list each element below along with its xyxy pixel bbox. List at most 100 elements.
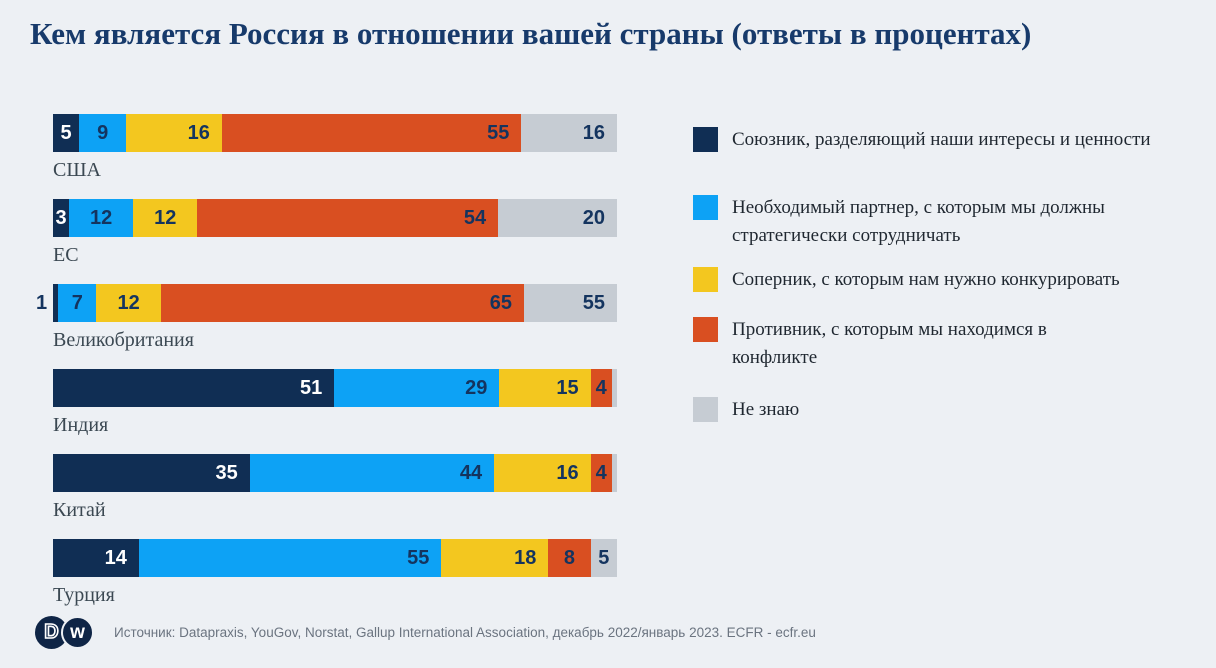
bar-segment-adversary: 54	[197, 199, 499, 237]
bar-segment-ally: 51	[53, 369, 335, 407]
legend-label: Противник, с которым мы находимся в конфл…	[732, 319, 1047, 368]
bar-value-label: 5	[60, 121, 72, 144]
bar-value-label: 3	[55, 206, 67, 229]
bar-segment-ally: 3	[53, 199, 70, 237]
bar-segment-rival: 12	[133, 199, 198, 237]
bar-value-label: 5	[598, 546, 610, 569]
bar-value-label: 55	[582, 291, 605, 314]
stacked-bar: 35 44 16 4	[53, 454, 617, 492]
bar-value-label-outside: 1	[36, 291, 48, 314]
bar-segment-partner: 9	[79, 114, 127, 152]
bar-value-label: 16	[187, 121, 210, 144]
legend-swatch-partner	[693, 195, 718, 220]
bar-segment-adversary: 65	[161, 284, 524, 322]
bar-row: 1 7 12 65 55 Великобритания	[36, 284, 617, 369]
legend-swatch-rival	[693, 267, 718, 292]
bar-segment-adversary: 8	[548, 539, 591, 577]
bar-segment-ally	[53, 284, 59, 322]
bar-segment-ally: 5	[53, 114, 80, 152]
bar-value-label: 15	[556, 376, 579, 399]
bar-row: 35 44 16 4 Китай	[53, 454, 617, 539]
dw-logo-d-circle: D	[35, 616, 68, 649]
legend-label: Не знаю	[732, 399, 800, 420]
country-label: Великобритания	[53, 329, 194, 351]
bar-row: 14 55 18 8 5 Турция	[53, 539, 618, 624]
bar-value-label: 9	[97, 121, 109, 144]
bar-segment-partner: 55	[138, 539, 442, 577]
bar-value-label: 12	[90, 206, 113, 229]
bar-value-label: 18	[514, 546, 537, 569]
legend-swatch-ally	[693, 127, 718, 152]
stacked-bar: 3 12 12 54 20	[53, 199, 618, 237]
country-label: Китай	[53, 499, 106, 521]
country-label: США	[53, 159, 101, 181]
bar-segment-adversary: 55	[221, 114, 522, 152]
legend-item-rival: Соперник, с которым нам нужно конкуриров…	[693, 266, 1173, 294]
bar-segment-rival: 18	[441, 539, 549, 577]
bar-segment-partner: 44	[249, 454, 495, 492]
bar-segment-rival: 16	[126, 114, 222, 152]
bar-segment-partner: 12	[69, 199, 134, 237]
bar-value-label: 55	[487, 121, 510, 144]
legend-item-unknown: Не знаю	[693, 396, 1173, 424]
country-label: ЕС	[53, 244, 79, 266]
bar-value-label: 4	[595, 461, 607, 484]
country-label: Индия	[53, 414, 109, 436]
legend: Союзник, разделяющий наши интересы и цен…	[693, 126, 1173, 424]
legend-item-adversary: Противник, с которым мы находимся в конфл…	[693, 316, 1173, 372]
country-label: Турция	[53, 584, 115, 606]
bar-segment-rival: 12	[96, 284, 161, 322]
bar-value-label: 55	[407, 546, 430, 569]
bar-value-label: 54	[463, 206, 487, 229]
bar-segment-rival: 15	[499, 369, 591, 407]
bar-row: 3 12 12 54 20 ЕС	[53, 199, 618, 284]
page-title: Кем является Россия в отношении вашей ст…	[30, 16, 1032, 51]
footer: D w Источник: Datapraxis, YouGov, Norsta…	[35, 616, 816, 649]
bar-segment-unknown	[611, 369, 618, 407]
bar-segment-partner: 29	[334, 369, 500, 407]
bar-value-label: 16	[582, 121, 605, 144]
bar-segment-unknown: 55	[524, 284, 617, 322]
bar-segment-adversary: 4	[590, 369, 612, 407]
bar-value-label: 44	[459, 461, 483, 484]
bar-value-label: 12	[154, 206, 177, 229]
bar-value-label: 29	[465, 376, 488, 399]
bar-row: 5 9 16 55 16 США	[53, 114, 617, 199]
stacked-bar: 51 29 15 4	[53, 369, 618, 407]
dw-logo-w-circle: w	[61, 616, 94, 649]
bar-segment-ally: 35	[53, 454, 250, 492]
bar-segment-unknown: 5	[590, 539, 618, 577]
legend-item-partner: Необходимый партнер, с которым мы должны…	[693, 194, 1173, 250]
bar-segment-unknown: 20	[498, 199, 618, 237]
bar-value-label: 20	[582, 206, 606, 229]
chart: 5 9 16 55 16 США 3 12 12 54 20 ЕС 1 7 12 65 55 Великобрит…	[36, 114, 618, 624]
bar-value-label: 51	[300, 376, 323, 399]
bar-value-label: 65	[489, 291, 512, 314]
legend-swatch-unknown	[693, 397, 718, 422]
bar-value-label: 14	[104, 546, 127, 569]
bar-value-label: 4	[595, 376, 607, 399]
legend-swatch-adversary	[693, 317, 718, 342]
bar-segment-rival: 16	[494, 454, 591, 492]
stacked-bar: 14 55 18 8 5	[53, 539, 618, 577]
bar-segment-ally: 14	[53, 539, 139, 577]
stacked-bar: 1 7 12 65 55	[36, 284, 617, 322]
bar-value-label: 35	[215, 461, 238, 484]
bar-value-label: 7	[71, 291, 83, 314]
legend-label: Соперник, с которым нам нужно конкуриров…	[732, 269, 1120, 290]
bar-value-label: 8	[563, 546, 576, 569]
bar-segment-unknown	[611, 454, 617, 492]
bar-segment-adversary: 4	[590, 454, 612, 492]
source-text: Источник: Datapraxis, YouGov, Norstat, G…	[114, 625, 816, 640]
stacked-bar: 5 9 16 55 16	[53, 114, 617, 152]
bar-value-label: 16	[556, 461, 579, 484]
legend-label: Союзник, разделяющий наши интересы и цен…	[732, 129, 1151, 150]
bar-segment-partner: 7	[58, 284, 97, 322]
bar-value-label: 12	[117, 291, 140, 314]
legend-label: Необходимый партнер, с которым мы должны…	[732, 197, 1105, 246]
bar-row: 51 29 15 4 Индия	[53, 369, 618, 454]
bar-segment-unknown: 16	[521, 114, 617, 152]
dw-logo: D w	[35, 616, 94, 649]
legend-item-ally: Союзник, разделяющий наши интересы и цен…	[693, 126, 1173, 154]
